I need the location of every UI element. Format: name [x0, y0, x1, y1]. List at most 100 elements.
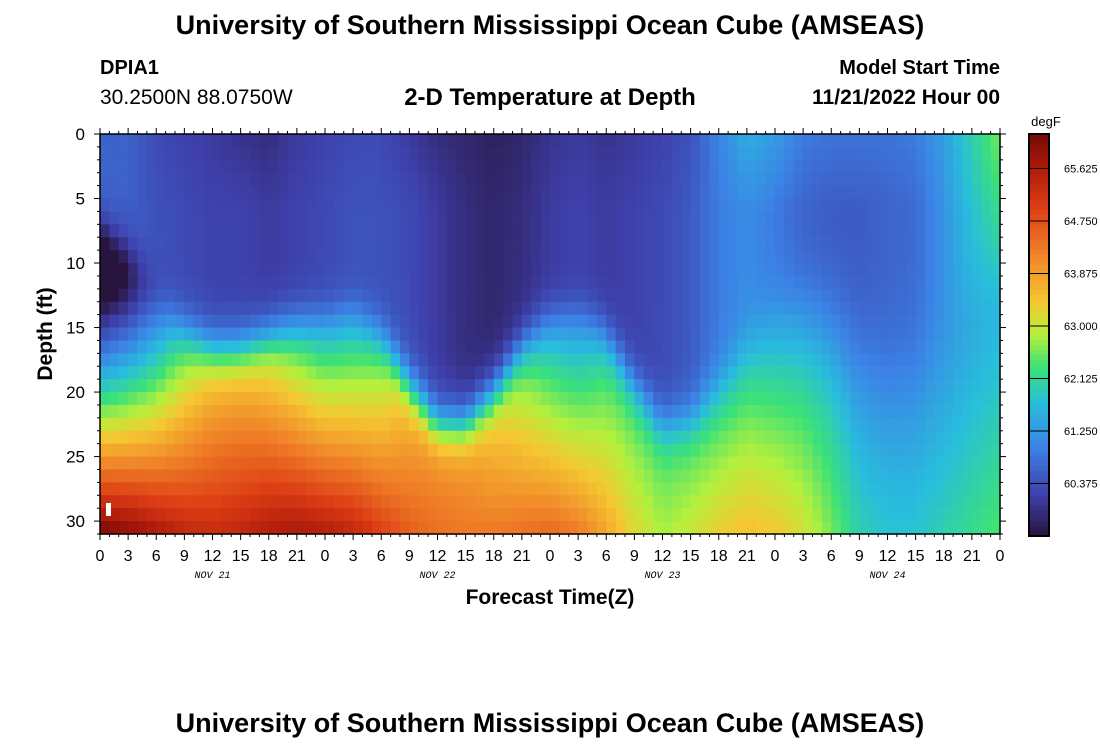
heatmap-cell	[625, 456, 635, 471]
heatmap-cell	[625, 185, 635, 200]
heatmap-cell	[943, 495, 954, 509]
heatmap-cell	[625, 275, 635, 290]
heatmap-cell	[146, 146, 157, 161]
heatmap-cell	[231, 495, 242, 509]
heatmap-cell	[709, 250, 720, 264]
heatmap-cell	[381, 521, 392, 535]
heatmap-cell	[362, 146, 373, 161]
heatmap-cell	[662, 482, 673, 496]
heatmap-cell	[156, 417, 167, 432]
heatmap-cell	[175, 366, 185, 380]
heatmap-cell	[268, 379, 279, 393]
heatmap-cell	[175, 379, 185, 393]
colorbar-unit: degF	[1031, 114, 1061, 129]
heatmap-cell	[700, 430, 710, 445]
heatmap-cell	[925, 456, 935, 471]
heatmap-cell	[212, 146, 223, 161]
colorbar-segment	[1029, 470, 1049, 477]
y-tick-label: 15	[66, 319, 85, 338]
heatmap-cell	[409, 508, 420, 522]
heatmap-cell	[578, 456, 589, 471]
heatmap-cell	[615, 340, 626, 354]
heatmap-cell	[475, 198, 485, 213]
heatmap-cell	[456, 159, 467, 174]
heatmap-cell	[971, 495, 982, 509]
heatmap-cell	[953, 185, 964, 200]
heatmap-cell	[409, 482, 420, 496]
heatmap-cell	[756, 159, 767, 174]
heatmap-cell	[343, 263, 354, 277]
heatmap-cell	[306, 482, 317, 496]
heatmap-cell	[362, 288, 373, 303]
heatmap-cell	[925, 185, 935, 200]
heatmap-cell	[325, 327, 335, 342]
heatmap-cell	[634, 417, 645, 432]
heatmap-cell	[737, 456, 748, 471]
heatmap-cell	[146, 275, 157, 290]
heatmap-cell	[803, 314, 814, 329]
heatmap-cell	[137, 417, 148, 432]
heatmap-cell	[887, 508, 898, 522]
heatmap-cell	[550, 430, 560, 445]
heatmap-cell	[896, 443, 907, 458]
heatmap-cell	[531, 521, 542, 535]
heatmap-cell	[718, 172, 729, 187]
heatmap-cell	[943, 521, 954, 535]
heatmap-cell	[400, 404, 410, 419]
heatmap-cell	[784, 237, 795, 251]
heatmap-cell	[953, 327, 964, 342]
heatmap-cell	[784, 263, 795, 277]
heatmap-cell	[653, 159, 664, 174]
heatmap-cell	[596, 185, 607, 200]
heatmap-cell	[531, 301, 542, 316]
heatmap-cell	[137, 134, 148, 148]
heatmap-cell	[775, 495, 785, 509]
heatmap-cell	[475, 340, 485, 354]
heatmap-cell	[240, 159, 251, 174]
heatmap-cell	[615, 250, 626, 264]
heatmap-cell	[409, 430, 420, 445]
heatmap-cell	[418, 172, 429, 187]
heatmap-cell	[587, 263, 598, 277]
heatmap-cell	[503, 198, 514, 213]
heatmap-cell	[784, 301, 795, 316]
heatmap-cell	[925, 263, 935, 277]
heatmap-cell	[296, 250, 307, 264]
heatmap-cell	[681, 314, 692, 329]
heatmap-cell	[268, 134, 279, 148]
heatmap-cell	[175, 185, 185, 200]
heatmap-cell	[812, 456, 823, 471]
heatmap-cell	[409, 275, 420, 290]
heatmap-cell	[428, 456, 439, 471]
heatmap-cell	[587, 353, 598, 367]
heatmap-cell	[803, 430, 814, 445]
heatmap-cell	[400, 456, 410, 471]
heatmap-cell	[503, 417, 514, 432]
heatmap-cell	[756, 237, 767, 251]
heatmap-cell	[981, 521, 992, 535]
heatmap-cell	[850, 430, 860, 445]
heatmap-cell	[400, 275, 410, 290]
heatmap-cell	[559, 301, 570, 316]
heatmap-cell	[700, 404, 710, 419]
heatmap-cell	[343, 404, 354, 419]
heatmap-cell	[446, 314, 457, 329]
heatmap-cell	[765, 185, 776, 200]
heatmap-cell	[362, 263, 373, 277]
heatmap-cell	[456, 224, 467, 238]
heatmap-cell	[868, 404, 879, 419]
heatmap-cell	[925, 172, 935, 187]
heatmap-cell	[456, 482, 467, 496]
heatmap-cell	[437, 237, 448, 251]
heatmap-cell	[559, 456, 570, 471]
heatmap-cell	[831, 172, 842, 187]
heatmap-cell	[671, 443, 682, 458]
heatmap-cell	[953, 443, 964, 458]
heatmap-cell	[175, 237, 185, 251]
heatmap-cell	[203, 159, 214, 174]
heatmap-cell	[156, 211, 167, 225]
heatmap-cell	[859, 250, 870, 264]
heatmap-cell	[559, 250, 570, 264]
heatmap-cell	[671, 263, 682, 277]
heatmap-cell	[915, 417, 926, 432]
